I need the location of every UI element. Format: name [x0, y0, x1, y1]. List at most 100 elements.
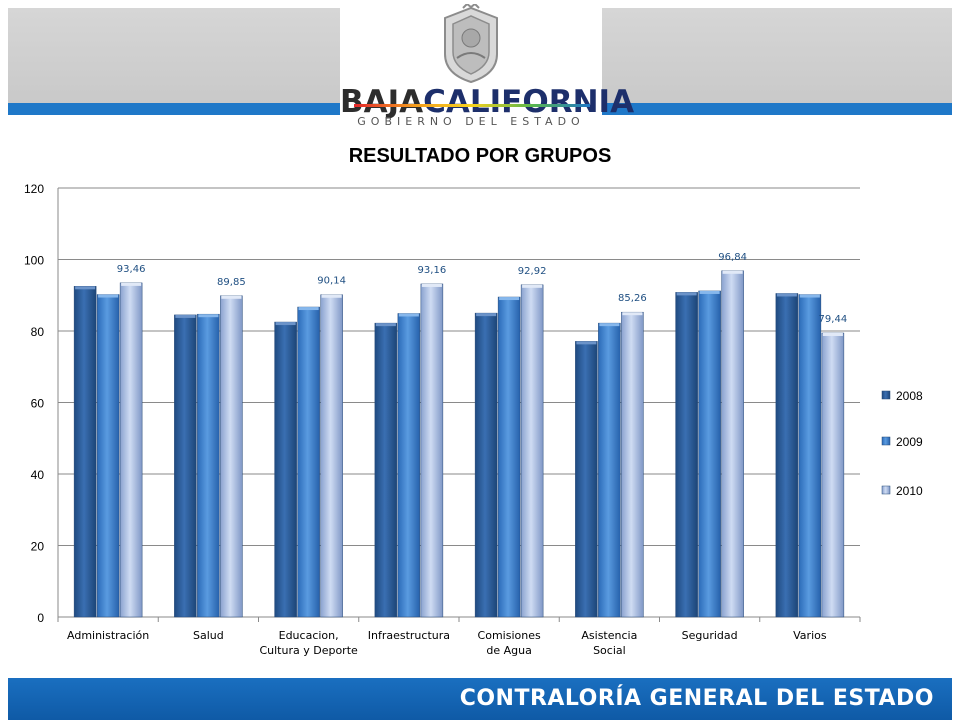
x-tick-label: Comisiones de Agua — [478, 629, 541, 657]
bar-top-2008 — [576, 341, 597, 345]
bar-top-2008 — [75, 286, 96, 290]
data-label: 90,14 — [317, 276, 346, 287]
footer-band: CONTRALORÍA GENERAL DEL ESTADO — [8, 678, 952, 720]
x-tick-label: Seguridad — [682, 629, 738, 642]
x-tick-label-line: Cultura y Deporte — [259, 644, 358, 657]
bar-top-2008 — [375, 323, 396, 327]
bar-top-2010 — [221, 295, 242, 299]
y-tick-label: 100 — [24, 254, 44, 268]
bar-2008 — [274, 321, 297, 618]
brand-wordmark: BAJACALIFORNIA — [340, 84, 634, 120]
bar-top-2009 — [699, 290, 720, 294]
bar-top-2010 — [622, 312, 643, 316]
x-tick-label-line: Infraestructura — [368, 629, 450, 642]
x-tick-label-line: Educacion, — [279, 629, 339, 642]
bar-2009 — [598, 322, 621, 618]
axes: 0 20 40 60 80 100 120 Administración Salud Educac… — [24, 182, 861, 657]
x-tick-label-line: Seguridad — [682, 629, 738, 642]
bars — [73, 270, 845, 618]
bar-2008 — [73, 286, 97, 618]
x-tick-label: Educacion, Cultura y Deporte — [259, 629, 358, 657]
bar-top-2008 — [476, 313, 497, 317]
bar-top-2010 — [321, 294, 342, 298]
brand-part-1: BAJA — [340, 84, 424, 120]
legend-label: 2008 — [896, 389, 923, 403]
data-labels: 93,46 89,85 90,14 93,16 92,92 85,26 96,84 79,44 — [117, 252, 847, 325]
bar-top-2008 — [776, 293, 797, 297]
bar-top-2008 — [275, 322, 296, 326]
y-tick-label: 60 — [31, 397, 45, 411]
legend-label: 2010 — [896, 484, 923, 498]
brand-subtitle: GOBIERNO DEL ESTADO — [357, 115, 585, 128]
bar-top-2010 — [822, 333, 843, 337]
x-tick-label-line: Varios — [793, 629, 827, 642]
bar-2009 — [798, 294, 822, 618]
x-tick-label: Salud — [193, 629, 224, 642]
y-tick-label: 120 — [24, 182, 44, 196]
legend-swatch-2009 — [881, 436, 891, 446]
x-tick-label-line: Social — [593, 644, 626, 657]
bar-2010 — [119, 282, 143, 618]
bar-top-2010 — [522, 284, 543, 288]
bar-top-2009 — [799, 294, 820, 298]
bar-top-2010 — [722, 270, 743, 274]
y-tick-label: 80 — [31, 325, 45, 339]
bar-2010 — [520, 284, 544, 618]
data-label: 85,26 — [618, 293, 647, 304]
bar-2009 — [96, 294, 120, 618]
x-tick-label: Infraestructura — [368, 629, 450, 642]
y-tick-label: 40 — [31, 468, 45, 482]
legend-swatch-2008 — [881, 390, 891, 400]
legend: 2008 2009 2010 — [881, 389, 923, 498]
bar-2009 — [698, 290, 721, 618]
bar-2009 — [197, 313, 220, 618]
data-label: 93,46 — [117, 264, 146, 275]
legend-label: 2009 — [896, 435, 923, 449]
data-label: 79,44 — [819, 314, 848, 325]
bar-2008 — [775, 293, 799, 618]
bar-top-2009 — [398, 313, 419, 317]
bar-2008 — [474, 312, 498, 618]
bar-2008 — [575, 341, 598, 618]
bar-2010 — [621, 311, 644, 618]
chart-title: RESULTADO POR GRUPOS — [348, 145, 612, 167]
data-label: 89,85 — [217, 277, 246, 288]
bar-top-2009 — [98, 294, 119, 298]
data-label: 96,84 — [718, 252, 747, 263]
y-tick-label: 0 — [37, 611, 44, 625]
data-label: 93,16 — [418, 265, 447, 276]
x-tick-label-line: Administración — [67, 629, 149, 642]
y-tick-label: 20 — [31, 540, 45, 554]
brand-part-2: CALIFORNIA — [423, 84, 635, 120]
bar-2010 — [220, 295, 243, 618]
x-tick-label-line: Comisiones — [478, 629, 541, 642]
bar-2008 — [374, 322, 398, 618]
brand-color-stripe — [354, 104, 590, 107]
bar-2010 — [320, 294, 343, 618]
bar-top-2008 — [676, 292, 697, 296]
x-tick-label: Asistencia Social — [581, 629, 637, 657]
bar-top-2010 — [121, 282, 142, 286]
bar-top-2008 — [175, 314, 196, 318]
bar-2010 — [821, 332, 845, 618]
x-tick-label-line: de Agua — [486, 644, 531, 657]
bar-top-2009 — [198, 314, 219, 318]
footer-title: CONTRALORÍA GENERAL DEL ESTADO — [459, 686, 934, 711]
x-tick-label: Varios — [793, 629, 827, 642]
bar-2008 — [675, 292, 698, 618]
x-tick-label-line: Salud — [193, 629, 224, 642]
x-tick-label-line: Asistencia — [581, 629, 637, 642]
bar-2010 — [420, 283, 444, 618]
legend-swatch-2010 — [881, 485, 891, 495]
bar-2009 — [497, 296, 521, 618]
bar-2009 — [397, 313, 421, 618]
state-logo: BAJACALIFORNIA GOBIERNO DEL ESTADO — [340, 0, 634, 132]
bar-top-2009 — [499, 297, 520, 301]
bar-top-2009 — [298, 307, 319, 311]
bar-2010 — [721, 270, 744, 618]
bar-top-2009 — [599, 323, 620, 327]
x-tick-label: Administración — [67, 629, 149, 642]
bar-2008 — [174, 314, 197, 618]
bar-top-2010 — [421, 283, 442, 287]
bar-2009 — [297, 306, 320, 618]
